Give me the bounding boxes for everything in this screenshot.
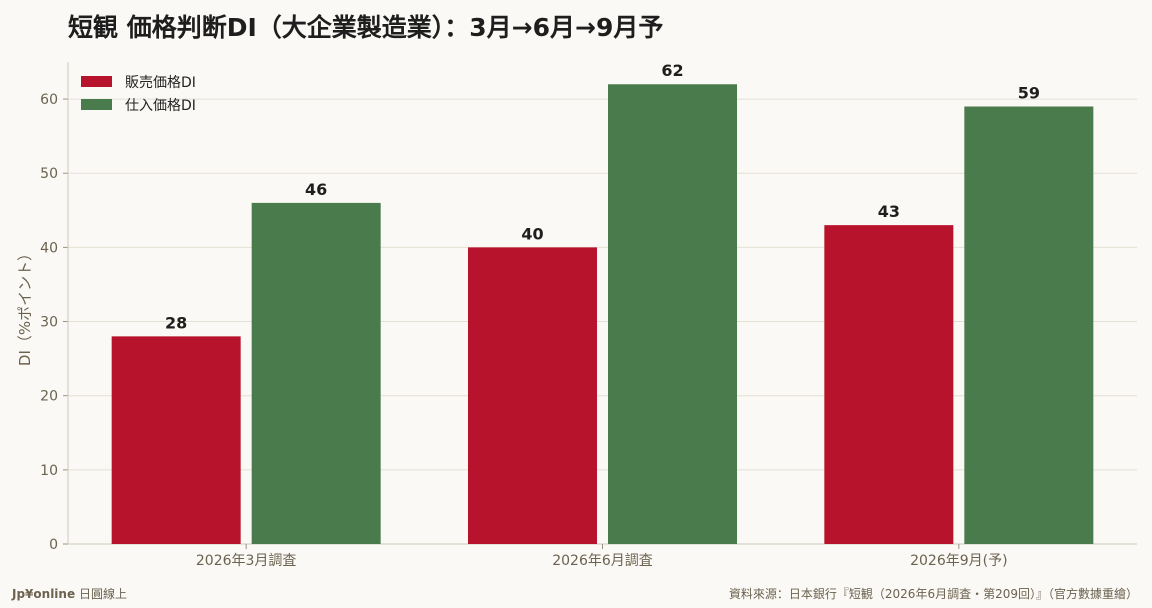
bars (111, 84, 1094, 544)
footer-source: 資料來源：日本銀行『短観（2026年6月調査・第209回）』（官方數據重繪） (728, 587, 1138, 601)
brand-logo-text: Jp¥online (12, 587, 76, 601)
bar (608, 84, 737, 544)
bar-value-label: 62 (661, 61, 683, 80)
bar (251, 202, 381, 544)
legend: 販売価格DI 仕入価格DI (81, 75, 196, 114)
x-tick-label: 2026年6月調査 (552, 553, 653, 569)
grid-lines (68, 98, 1137, 471)
brand-subtitle: 日圓線上 (78, 587, 127, 601)
x-tick-labels: 2026年3月調査 2026年6月調査 2026年9月(予) (196, 553, 1008, 569)
x-tick-label: 2026年3月調査 (196, 553, 297, 569)
axes (63, 62, 1137, 549)
legend-swatch (81, 76, 112, 87)
bar-value-label: 59 (1018, 83, 1040, 102)
bar (468, 247, 597, 544)
legend-label: 仕入価格DI (125, 98, 196, 114)
chart-title: 短観 価格判断DI（大企業製造業）：3月→6月→9月予 (68, 13, 664, 42)
bar-value-label: 46 (305, 180, 327, 199)
y-tick-label: 40 (40, 240, 58, 256)
y-axis-label: DI（%ポイント） (16, 246, 34, 366)
x-tick-label: 2026年9月(予) (910, 553, 1007, 569)
y-tick-label: 20 (40, 389, 58, 405)
bar-value-label: 40 (521, 224, 543, 243)
footer-brand: Jp¥online 日圓線上 (12, 585, 127, 602)
bar (824, 225, 954, 544)
bar-value-label: 43 (878, 202, 900, 221)
bar (111, 336, 241, 544)
y-tick-label: 60 (40, 92, 58, 108)
y-tick-label: 50 (40, 166, 58, 182)
y-tick-label: 10 (40, 463, 58, 479)
y-tick-label: 30 (40, 315, 58, 331)
bar (964, 106, 1094, 544)
bar-value-label: 28 (165, 313, 187, 332)
legend-label: 販売価格DI (125, 75, 196, 91)
y-tick-labels: 0 10 20 30 40 50 60 (40, 92, 58, 553)
y-tick-label: 0 (49, 537, 58, 553)
legend-swatch (81, 99, 112, 110)
data-labels: 28 46 40 62 43 59 (165, 61, 1040, 332)
